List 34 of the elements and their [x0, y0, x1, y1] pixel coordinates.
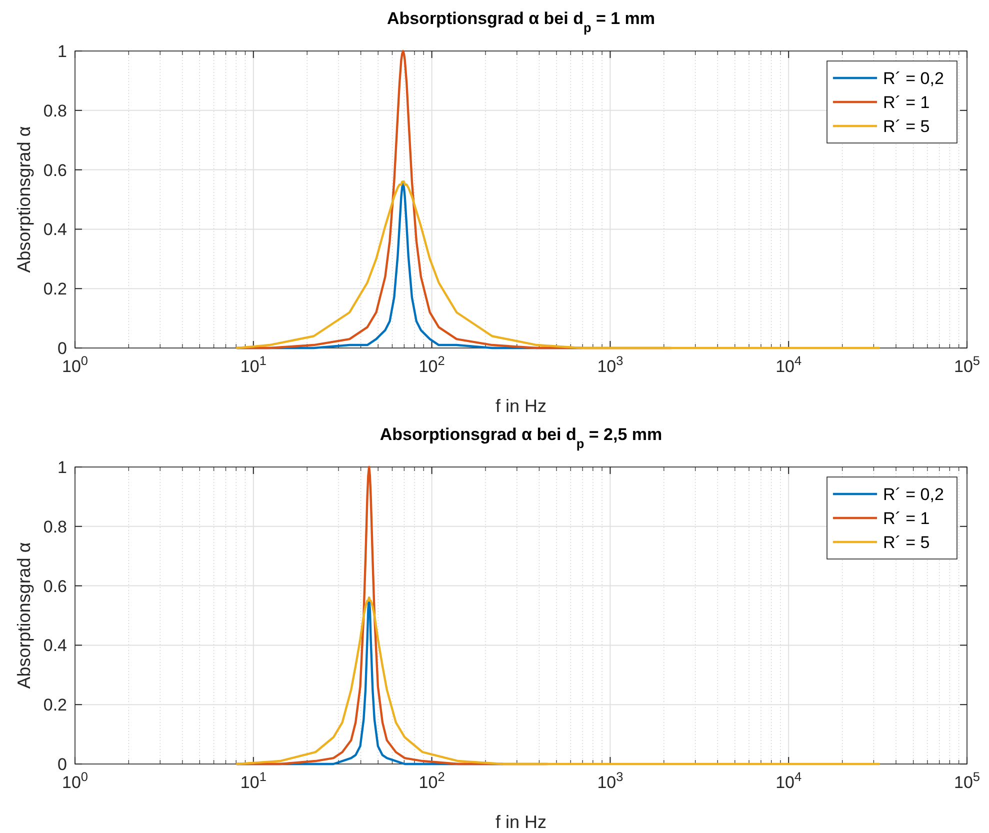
x-tick-label: 10$^{1}$ [240, 352, 266, 376]
y-axis-title: Absorptionsgrad α [14, 542, 34, 689]
chart-title: Absorptionsgrad α bei d$_{p}$ = 2,5 mm [380, 425, 662, 450]
x-tick-label: 10$^{4}$ [776, 352, 802, 376]
legend-label: R´ = 0,2 [883, 485, 944, 504]
y-tick-label: 0 [58, 339, 67, 358]
x-tick-label: 10$^{3}$ [597, 768, 624, 792]
y-tick-label: 1 [58, 42, 67, 61]
x-axis-title: f in Hz [495, 396, 547, 416]
x-tick-label: 10$^{3}$ [597, 352, 624, 376]
y-tick-label: 0.6 [43, 576, 67, 596]
y-tick-label: 0 [58, 755, 67, 774]
y-tick-label: 0.8 [43, 101, 67, 120]
y-tick-label: 0.2 [43, 696, 67, 715]
legend-label: R´ = 5 [883, 533, 930, 552]
x-axis-title: f in Hz [495, 812, 547, 832]
y-tick-label: 0.4 [43, 220, 67, 240]
x-tick-label: 10$^{1}$ [240, 768, 266, 792]
x-tick-label: 10$^{2}$ [418, 768, 445, 792]
x-tick-label: 10$^{2}$ [418, 352, 445, 376]
legend-label: R´ = 5 [883, 117, 930, 136]
y-axis-title: Absorptionsgrad α [14, 126, 34, 273]
legend-label: R´ = 1 [883, 509, 930, 528]
legend-label: R´ = 0,2 [883, 69, 944, 88]
x-tick-label: 10$^{5}$ [954, 768, 980, 792]
x-tick-label: 10$^{4}$ [776, 768, 802, 792]
y-tick-label: 0.4 [43, 636, 67, 656]
legend-label: R´ = 1 [883, 93, 930, 112]
y-tick-label: 1 [58, 458, 67, 477]
y-tick-label: 0.6 [43, 160, 67, 180]
chart-title: Absorptionsgrad α bei d$_{p}$ = 1 mm [386, 9, 656, 34]
y-tick-label: 0.8 [43, 517, 67, 536]
x-tick-label: 10$^{5}$ [954, 352, 980, 376]
y-tick-label: 0.2 [43, 280, 67, 299]
